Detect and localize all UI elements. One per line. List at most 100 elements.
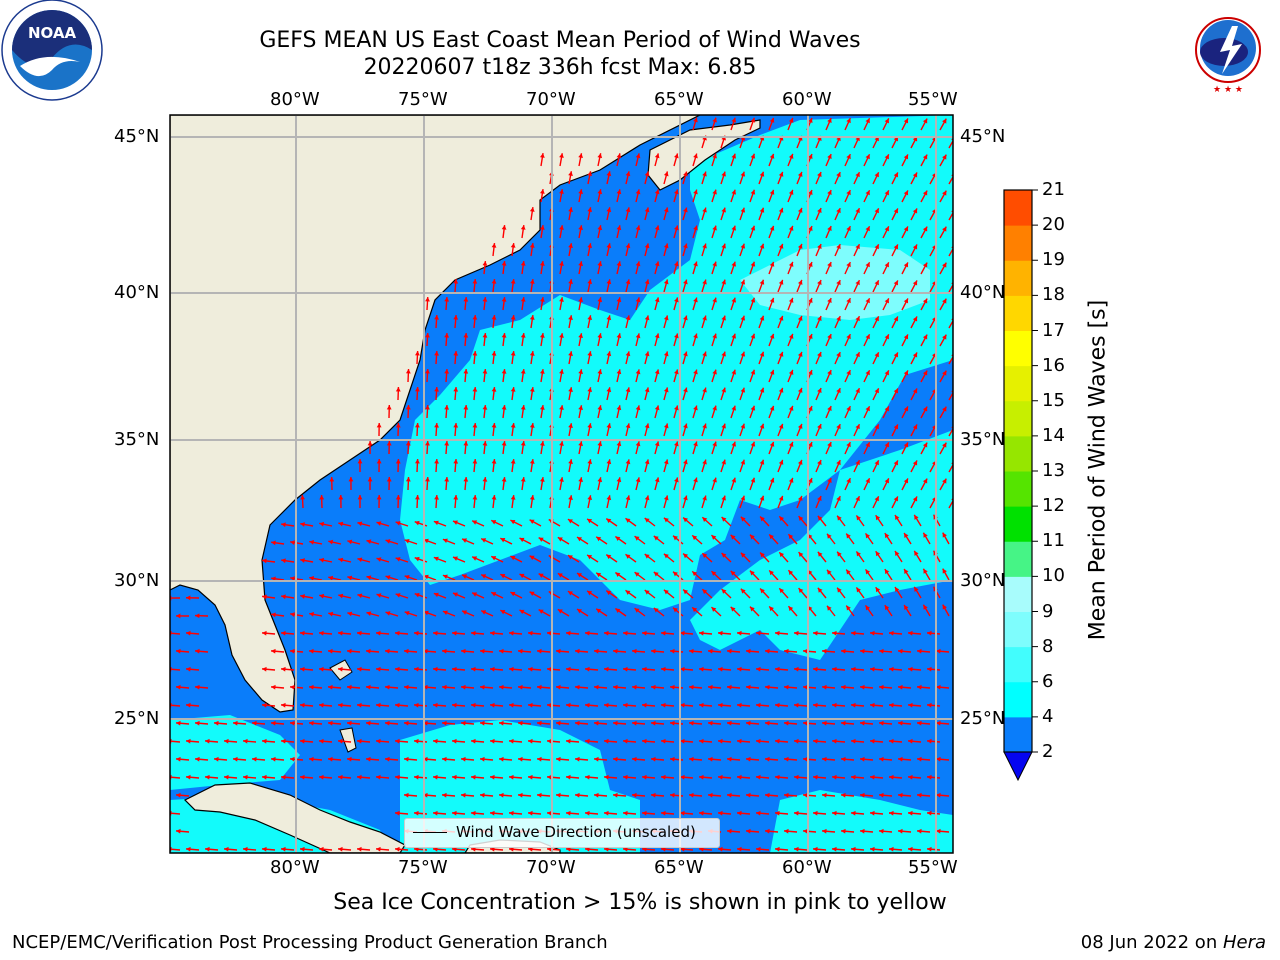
wave-direction-arrow (170, 740, 181, 743)
wave-direction-arrowhead (874, 244, 879, 250)
wave-direction-arrowhead (699, 810, 704, 816)
wave-direction-arrowhead (357, 557, 363, 563)
wave-direction-arrowhead (616, 369, 622, 375)
wave-direction-arrowhead (309, 720, 314, 726)
wave-direction-arrowhead (912, 424, 918, 430)
wave-direction-arrowhead (693, 153, 698, 159)
wave-direction-arrowhead (893, 244, 898, 250)
wave-direction-arrowhead (750, 297, 756, 303)
wave-direction-arrowhead (759, 207, 765, 213)
wave-direction-arrowhead (606, 423, 612, 429)
wave-direction-arrowhead (290, 612, 295, 617)
wave-direction-arrowhead (425, 369, 430, 374)
wave-direction-arrowhead (942, 478, 947, 484)
wave-direction-arrowhead (367, 477, 373, 482)
wave-direction-arrowhead (731, 405, 737, 411)
wave-direction-arrowhead (423, 538, 429, 544)
wave-direction-arrowhead (425, 297, 430, 302)
wave-direction-arrowhead (482, 369, 488, 374)
wave-direction-arrowhead (746, 828, 751, 834)
colorbar-title: Mean Period of Wind Waves [s] (1085, 299, 1111, 641)
wave-direction-arrowhead (718, 810, 723, 816)
wave-direction-arrowhead (778, 495, 784, 501)
wave-direction-arrowhead (559, 333, 564, 338)
wave-direction-arrowhead (870, 738, 875, 744)
wave-direction-arrowhead (433, 846, 438, 852)
wave-direction-arrowhead (740, 315, 746, 321)
wave-direction-arrowhead (376, 521, 382, 526)
map-legend: Wind Wave Direction (unscaled) (404, 818, 720, 848)
wave-direction-arrowhead (528, 846, 533, 852)
wave-direction-arrowhead (759, 459, 765, 465)
wave-direction-arrowhead (482, 297, 488, 302)
wave-direction-arrowhead (827, 226, 832, 232)
wave-direction-arrowhead (856, 515, 861, 521)
wave-direction-arrowhead (309, 684, 314, 690)
wave-direction-arrowhead (442, 756, 447, 762)
wave-direction-arrowhead (559, 477, 564, 482)
wave-direction-arrowhead (395, 846, 400, 852)
wave-direction-arrowhead (884, 605, 890, 611)
wave-direction-arrowhead (300, 495, 305, 500)
wave-direction-arrowhead (491, 520, 497, 525)
wave-direction-arrowhead (718, 702, 723, 708)
wave-direction-arrowhead (663, 495, 669, 501)
wave-direction-arrowhead (519, 537, 525, 543)
wave-direction-arrowhead (578, 189, 583, 195)
wave-direction-arrowhead (644, 243, 650, 249)
wave-direction-arrowhead (778, 315, 784, 321)
wave-direction-arrowhead (594, 720, 599, 726)
wave-direction-arrowhead (893, 496, 898, 502)
wave-direction-arrowhead (472, 592, 478, 597)
wave-direction-arrowhead (674, 333, 679, 339)
wave-direction-arrowhead (472, 459, 478, 464)
wave-direction-arrowhead (491, 351, 497, 356)
colorbar-segment (1004, 330, 1032, 367)
wave-direction-arrowhead (328, 611, 334, 617)
wave-direction-arrowhead (519, 573, 525, 579)
wave-direction-arrowhead (760, 516, 765, 522)
wave-direction-arrowhead (769, 117, 775, 123)
wave-direction-arrowhead (642, 774, 647, 780)
wave-direction-arrowhead (262, 774, 267, 780)
wave-direction-arrowhead (674, 405, 679, 411)
wave-direction-arrow (170, 704, 181, 707)
wave-direction-arrowhead (702, 279, 707, 285)
wave-direction-arrowhead (759, 351, 765, 357)
wave-direction-arrowhead (865, 118, 870, 124)
wave-direction-arrowhead (661, 666, 666, 672)
wave-direction-arrowhead (281, 666, 286, 672)
wave-direction-arrowhead (461, 648, 466, 654)
wave-direction-arrowhead (746, 756, 751, 762)
wave-direction-arrowhead (855, 424, 860, 430)
wave-direction-arrowhead (319, 495, 325, 500)
wave-direction-arrowhead (803, 684, 808, 690)
wave-direction-arrowhead (942, 370, 947, 376)
wave-direction-arrowhead (482, 261, 488, 266)
wave-direction-arrowhead (927, 738, 932, 744)
wave-direction-arrowhead (875, 515, 881, 521)
wave-direction-arrowhead (366, 539, 372, 545)
wave-direction-arrowhead (798, 516, 804, 521)
wave-direction-arrowhead (765, 720, 770, 726)
wave-direction-arrowhead (615, 536, 621, 541)
wave-direction-arrowhead (587, 495, 593, 501)
wave-direction-arrowhead (587, 207, 593, 213)
chart-title: GEFS MEAN US East Coast Mean Period of W… (259, 28, 861, 53)
wave-direction-arrowhead (585, 702, 590, 708)
wave-direction-arrowhead (855, 280, 860, 286)
wave-direction-arrowhead (529, 423, 535, 428)
wave-direction-arrowhead (708, 756, 713, 762)
wave-direction-arrowhead (461, 792, 466, 798)
wave-direction-arrowhead (300, 522, 305, 527)
wave-direction-arrowhead (699, 846, 704, 852)
wave-direction-arrowhead (433, 774, 438, 780)
wave-direction-arrowhead (433, 810, 438, 816)
wave-direction-arrowhead (740, 516, 746, 522)
wave-direction-arrowhead (453, 495, 459, 500)
wave-direction-arrowhead (699, 666, 704, 672)
wave-direction-arrowhead (481, 538, 487, 543)
wave-direction-arrowhead (635, 369, 641, 375)
wave-direction-arrowhead (578, 153, 583, 159)
wave-direction-arrowhead (851, 810, 856, 816)
